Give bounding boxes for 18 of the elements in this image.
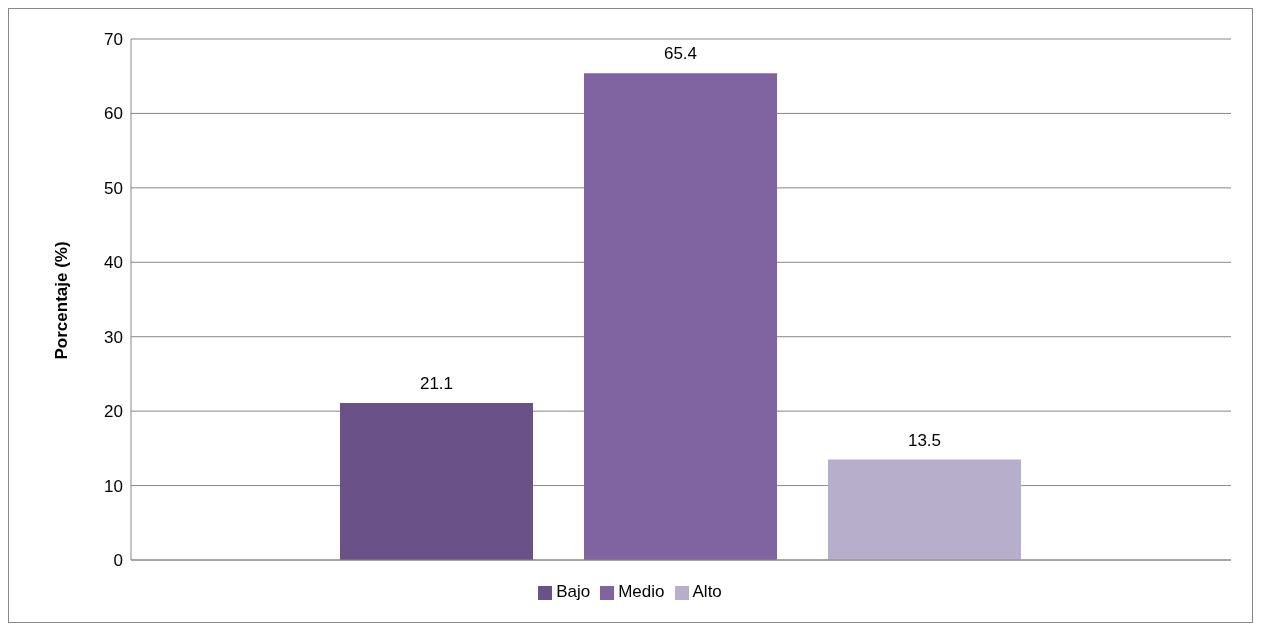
data-label: 21.1 <box>419 373 454 393</box>
data-label: 13.5 <box>907 430 942 450</box>
bar <box>340 402 533 560</box>
data-label: 65.4 <box>663 44 698 64</box>
y-axis-title: Porcentaje (%) <box>52 241 72 360</box>
legend-label: Alto <box>692 582 722 601</box>
bar <box>828 459 1021 560</box>
y-tick-label: 40 <box>104 253 123 273</box>
y-tick-label: 60 <box>104 104 123 124</box>
bar <box>584 73 777 560</box>
y-tick-label: 0 <box>113 551 123 571</box>
y-tick-label: 50 <box>104 178 123 198</box>
y-tick-label: 20 <box>104 402 123 422</box>
legend-label: Medio <box>618 582 665 601</box>
y-tick-label: 10 <box>104 476 123 496</box>
y-tick-label: 30 <box>104 327 123 347</box>
y-tick-label: 70 <box>104 30 123 50</box>
legend-label: Bajo <box>556 582 591 601</box>
